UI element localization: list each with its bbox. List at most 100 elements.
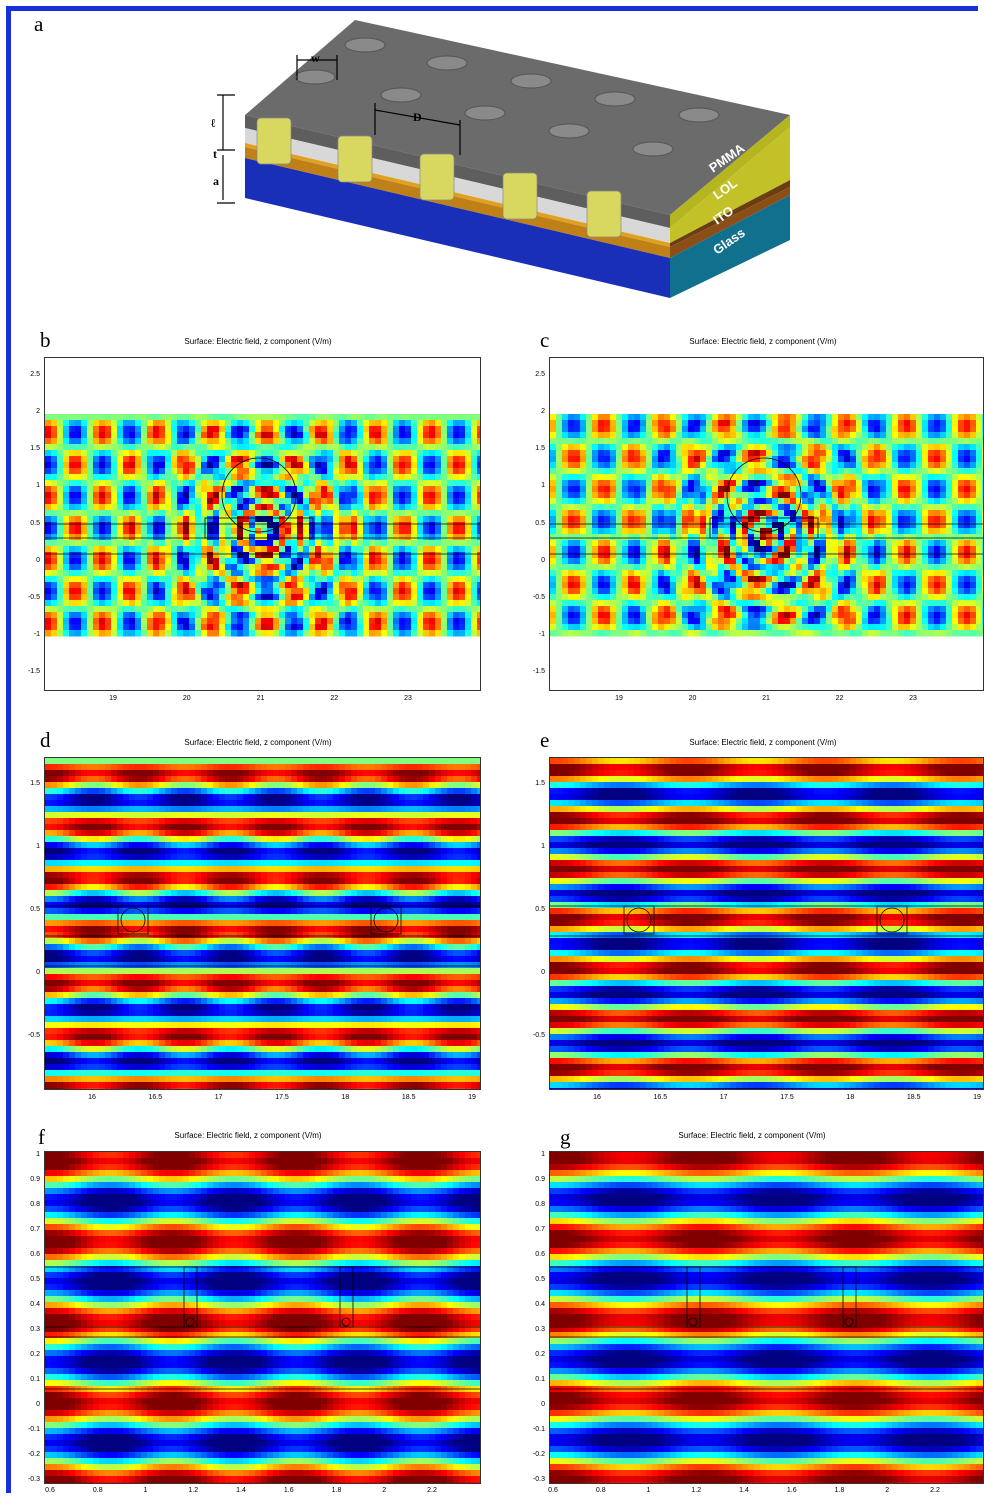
field-map-svg: [45, 414, 480, 637]
y-tick-label: -0.3: [521, 1476, 545, 1483]
x-tick-label: 1.2: [188, 1487, 198, 1494]
y-tick-label: -1: [16, 631, 40, 638]
glass-front-face: [245, 158, 670, 298]
x-tick-label: 18: [846, 1094, 854, 1101]
y-tick-label: -0.1: [16, 1426, 40, 1433]
x-tick-label: 0.6: [548, 1487, 558, 1494]
x-tick-label: 1.8: [332, 1487, 342, 1494]
x-tick-label: 1.4: [236, 1487, 246, 1494]
y-tick-label: 0: [521, 557, 545, 564]
dim-label-t: t: [213, 147, 217, 161]
x-tick-label: 19: [615, 695, 623, 702]
y-tick-label: 0.8: [16, 1201, 40, 1208]
x-tick-label: 20: [183, 695, 191, 702]
field-map-d: [44, 757, 481, 1090]
x-tick-label: 16: [88, 1094, 96, 1101]
x-tick-label: 1.6: [787, 1487, 797, 1494]
y-tick-label: 1: [16, 1151, 40, 1158]
x-tick-label: 18: [341, 1094, 349, 1101]
x-tick-label: 17: [720, 1094, 728, 1101]
field-map-svg: [550, 758, 983, 1089]
panel-title-g: Surface: Electric field, z component (V/…: [678, 1131, 825, 1140]
y-tick-label: 0: [16, 1401, 40, 1408]
y-tick-label: 0.5: [521, 906, 545, 913]
x-tick-label: 1.6: [284, 1487, 294, 1494]
y-tick-label: -0.1: [521, 1426, 545, 1433]
field-map-b: [44, 357, 481, 691]
x-tick-label: 20: [689, 695, 697, 702]
y-tick-label: 0: [16, 969, 40, 976]
y-tick-label: 0.3: [16, 1326, 40, 1333]
panel-title-b: Surface: Electric field, z component (V/…: [184, 337, 331, 346]
pmma-top-face: [245, 20, 790, 215]
x-tick-label: 2: [382, 1487, 386, 1494]
x-tick-label: 18.5: [907, 1094, 921, 1101]
field-map-svg: [45, 1152, 480, 1483]
y-tick-label: 2: [521, 408, 545, 415]
x-tick-label: 1: [647, 1487, 651, 1494]
y-tick-label: 0.8: [521, 1201, 545, 1208]
y-tick-label: 0: [16, 557, 40, 564]
y-tick-label: 2: [16, 408, 40, 415]
y-tick-label: 0.7: [16, 1226, 40, 1233]
y-tick-label: 0.5: [16, 906, 40, 913]
y-tick-label: 0.4: [521, 1301, 545, 1308]
y-tick-label: 0.4: [16, 1301, 40, 1308]
x-tick-label: 22: [330, 695, 338, 702]
x-tick-label: 1.4: [739, 1487, 749, 1494]
y-tick-label: -0.3: [16, 1476, 40, 1483]
device-schematic: w D ℓ t a PMMA LOL ITO Glass: [210, 20, 790, 298]
x-tick-label: 1.2: [691, 1487, 701, 1494]
y-tick-label: 1.5: [521, 780, 545, 787]
y-tick-label: 0.6: [521, 1251, 545, 1258]
dim-label-l: ℓ: [210, 116, 216, 130]
y-tick-label: 2.5: [521, 371, 545, 378]
y-tick-label: 0.9: [16, 1176, 40, 1183]
field-map-c: [549, 357, 984, 691]
y-tick-label: 1.5: [16, 780, 40, 787]
field-map-g: [549, 1151, 984, 1484]
y-tick-label: -0.5: [521, 594, 545, 601]
y-tick-label: -0.5: [16, 1032, 40, 1039]
x-tick-label: 1: [144, 1487, 148, 1494]
y-tick-label: 1: [16, 482, 40, 489]
x-tick-label: 19: [109, 695, 117, 702]
dim-label-d: D: [413, 110, 422, 124]
x-tick-label: 16.5: [149, 1094, 163, 1101]
x-tick-label: 2.2: [427, 1487, 437, 1494]
y-tick-label: 1.5: [521, 445, 545, 452]
y-tick-label: 1: [521, 843, 545, 850]
panel-letter-g: g: [560, 1125, 571, 1150]
dim-label-w: w: [311, 51, 320, 65]
panel-letter-d: d: [40, 728, 51, 753]
x-tick-label: 0.8: [93, 1487, 103, 1494]
panel-title-f: Surface: Electric field, z component (V/…: [174, 1131, 321, 1140]
field-map-f: [44, 1151, 481, 1484]
y-tick-label: 0.1: [521, 1376, 545, 1383]
panel-letter-b: b: [40, 328, 51, 353]
x-tick-label: 17.5: [275, 1094, 289, 1101]
y-tick-label: 1: [521, 1151, 545, 1158]
field-map-svg: [550, 1152, 983, 1483]
panel-title-d: Surface: Electric field, z component (V/…: [184, 738, 331, 747]
panel-letter-e: e: [540, 728, 549, 753]
x-tick-label: 19: [468, 1094, 476, 1101]
x-tick-label: 18.5: [402, 1094, 416, 1101]
y-tick-label: 0: [521, 969, 545, 976]
y-tick-label: 0: [521, 1401, 545, 1408]
y-tick-label: 0.2: [16, 1351, 40, 1358]
x-tick-label: 21: [257, 695, 265, 702]
x-tick-label: 0.8: [596, 1487, 606, 1494]
y-tick-label: -1.5: [16, 668, 40, 675]
y-tick-label: 0.5: [521, 1276, 545, 1283]
x-tick-label: 16: [593, 1094, 601, 1101]
x-tick-label: 16.5: [654, 1094, 668, 1101]
y-tick-label: 1: [521, 482, 545, 489]
y-tick-label: 0.5: [521, 520, 545, 527]
x-tick-label: 23: [404, 695, 412, 702]
y-tick-label: 0.1: [16, 1376, 40, 1383]
y-tick-label: 1: [16, 843, 40, 850]
dim-label-a: a: [213, 174, 219, 188]
field-map-e: [549, 757, 984, 1090]
x-tick-label: 22: [836, 695, 844, 702]
